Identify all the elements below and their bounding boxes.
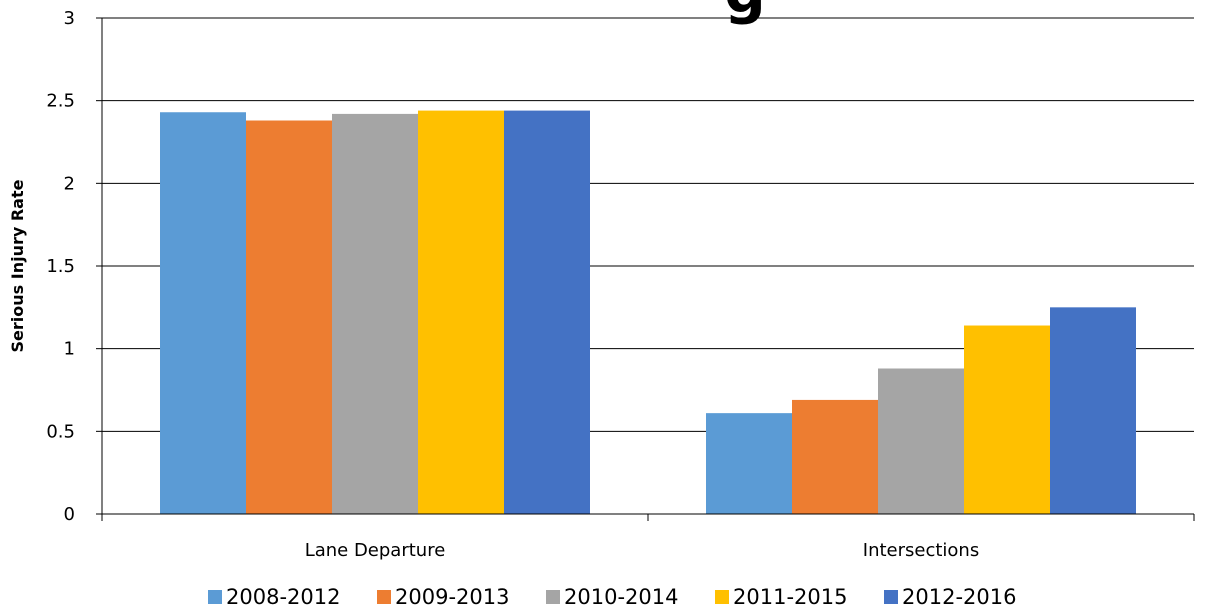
legend-label: 2009-2013 xyxy=(395,585,509,609)
bar-2009-2013-intersections xyxy=(792,399,878,514)
y-tick-label: 2.5 xyxy=(46,91,75,112)
x-category-label: Lane Departure xyxy=(305,540,446,561)
y-tick-label: 3 xyxy=(64,8,75,29)
y-tick-label: 2 xyxy=(64,173,75,194)
legend-label: 2008-2012 xyxy=(226,585,340,609)
legend-label: 2011-2015 xyxy=(733,585,847,609)
y-tick-label: 1.5 xyxy=(46,256,75,277)
x-category-label: Intersections xyxy=(863,540,979,561)
bar-2011-2015-lane-departure xyxy=(418,110,504,514)
y-tick-label: 1 xyxy=(64,339,75,360)
legend-label: 2012-2016 xyxy=(902,585,1016,609)
y-axis-label: Serious Injury Rate xyxy=(8,179,27,352)
bars xyxy=(160,110,1136,515)
legend: 2008-2012 2009-2013 2010-2014 2011-2015 2012… xyxy=(208,585,1016,609)
legend-swatch xyxy=(884,590,898,604)
bar-2010-2014-lane-departure xyxy=(332,113,418,514)
axes xyxy=(101,18,1195,521)
bar-2008-2012-intersections xyxy=(706,413,792,514)
bar-2010-2014-intersections xyxy=(878,368,964,514)
x-category-labels: Lane Departure Intersections xyxy=(305,540,980,561)
legend-swatch xyxy=(377,590,391,604)
bar-2009-2013-lane-departure xyxy=(246,120,332,515)
legend-label: 2010-2014 xyxy=(564,585,678,609)
bar-2008-2012-lane-departure xyxy=(160,112,246,515)
y-tick-labels: 0 0.5 1 1.5 2 2.5 3 xyxy=(46,8,75,525)
chart-title: g xyxy=(724,0,766,26)
bar-2012-2016-intersections xyxy=(1050,307,1136,514)
bar-2012-2016-lane-departure xyxy=(504,110,590,514)
y-tick-label: 0 xyxy=(64,504,75,525)
bar-2011-2015-intersections xyxy=(964,325,1050,514)
y-tick-label: 0.5 xyxy=(46,421,75,442)
legend-swatch xyxy=(715,590,729,604)
legend-swatch xyxy=(546,590,560,604)
legend-swatch xyxy=(208,590,222,604)
